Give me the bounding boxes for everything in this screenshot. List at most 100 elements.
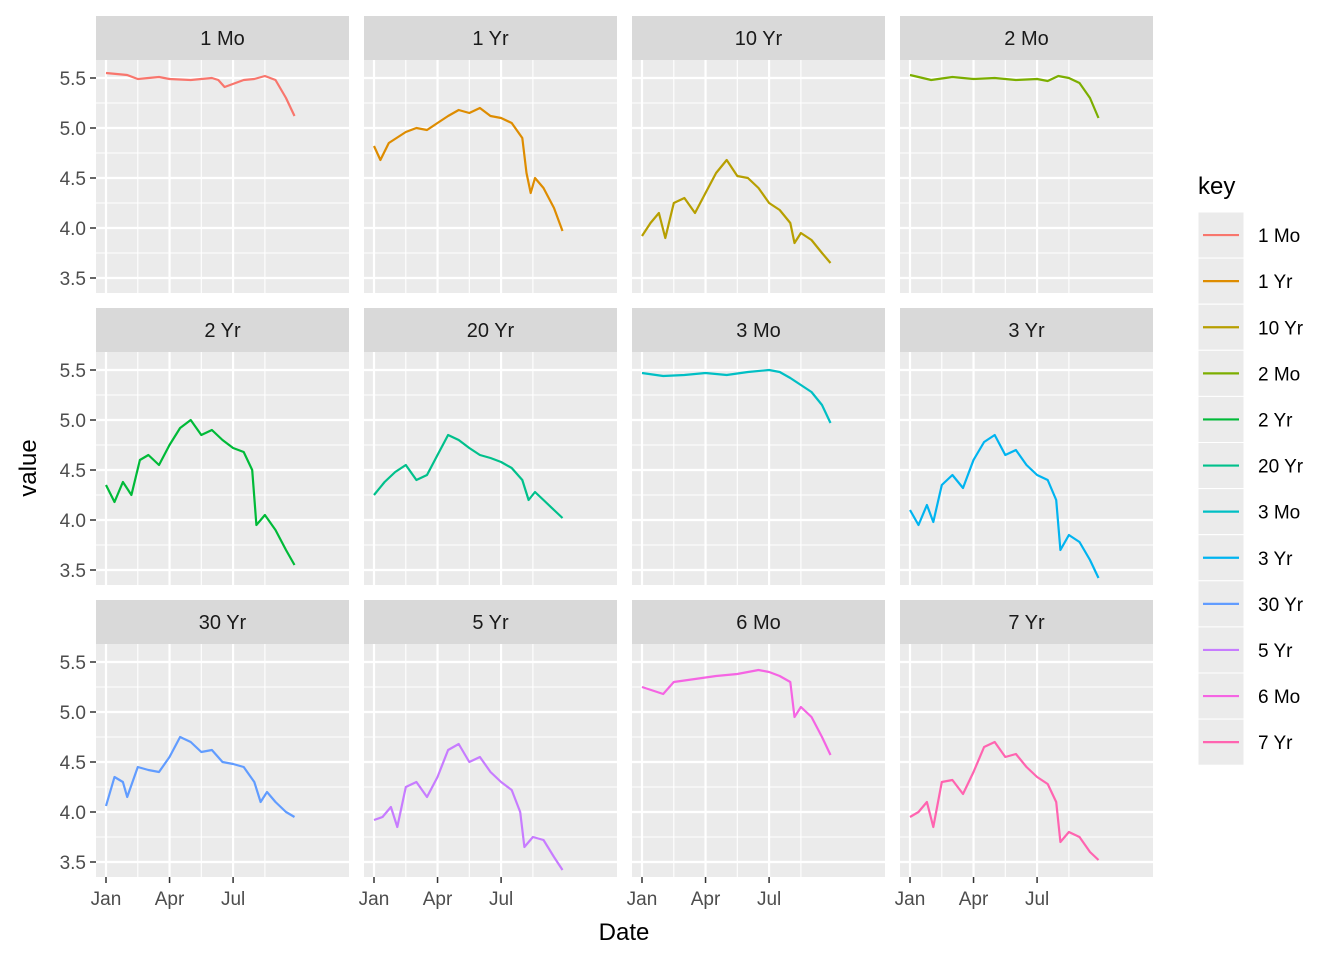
y-tick-label: 4.5 — [60, 753, 86, 774]
facet-plot-area — [96, 644, 349, 877]
x-tick-label: Apr — [959, 889, 989, 910]
facet-strip — [96, 600, 349, 644]
y-tick-label: 5.0 — [60, 703, 86, 724]
facet-strip-label: 30 Yr — [199, 612, 247, 634]
facet-plot-area — [900, 60, 1153, 293]
series-line — [372, 106, 564, 232]
legend-label: 2 Yr — [1258, 410, 1293, 431]
x-tick-label: Jul — [757, 889, 781, 910]
legend-label: 1 Yr — [1258, 272, 1293, 293]
facet-plot-area — [632, 352, 885, 585]
facet-plot-area — [632, 60, 885, 293]
facet-strip — [632, 16, 885, 60]
legend-title: key — [1198, 173, 1235, 200]
y-axis-labels: 3.5 4.0 4.5 5.0 5.5 3.5 4.0 4.5 5.0 5.5 3.5 4.0 4.5 5… — [60, 69, 96, 874]
y-tick-label: 3.5 — [60, 269, 86, 290]
panel-background — [364, 60, 617, 293]
facet-plot-area — [96, 60, 349, 293]
facet-strip-label: 1 Mo — [200, 28, 244, 50]
facet-strip-label: 1 Yr — [472, 28, 509, 50]
series-line — [104, 735, 296, 818]
facet-panel: 30 Yr — [96, 600, 349, 877]
facet-plot-area — [632, 644, 885, 877]
panel-background — [632, 352, 885, 585]
x-axis-title: Date — [599, 919, 650, 946]
legend-label: 6 Mo — [1258, 687, 1300, 708]
facet-panel: 2 Mo — [900, 16, 1153, 293]
legend-label: 3 Mo — [1258, 503, 1300, 524]
facet-strip-label: 5 Yr — [472, 612, 509, 634]
facet-plot-area — [364, 352, 617, 585]
facet-strip-label: 6 Mo — [736, 612, 780, 634]
legend-label: 5 Yr — [1258, 641, 1293, 662]
facet-strip — [632, 600, 885, 644]
x-tick-label: Apr — [155, 889, 185, 910]
panel-background — [96, 60, 349, 293]
y-tick-label: 3.5 — [60, 853, 86, 874]
x-tick-label: Jan — [627, 889, 658, 910]
facet-strip — [96, 16, 349, 60]
x-tick-label: Apr — [423, 889, 453, 910]
x-tick-label: Jan — [91, 889, 122, 910]
x-tick-label: Apr — [691, 889, 721, 910]
x-tick-label: Jul — [221, 889, 245, 910]
series-line — [909, 433, 1100, 579]
series-line — [373, 742, 564, 871]
facet-strip-label: 20 Yr — [467, 320, 515, 342]
facet-strip — [364, 600, 617, 644]
y-tick-label: 5.5 — [60, 653, 86, 674]
facet-strip — [900, 308, 1153, 352]
series-line — [641, 158, 832, 264]
panel-background — [364, 644, 617, 877]
panel-background — [900, 352, 1153, 585]
x-tick-label: Jul — [1025, 889, 1049, 910]
series-line — [105, 71, 296, 117]
facet-panel: 20 Yr — [364, 308, 617, 585]
facet-strip — [900, 16, 1153, 60]
y-tick-label: 5.5 — [60, 361, 86, 382]
y-tick-label: 5.5 — [60, 69, 86, 90]
legend-label: 7 Yr — [1258, 733, 1293, 754]
panel-background — [632, 60, 885, 293]
facet-panel: 3 Yr — [900, 308, 1153, 585]
facet-plot-area — [96, 352, 349, 585]
facet-strip-label: 10 Yr — [735, 28, 783, 50]
y-tick-label: 5.0 — [60, 119, 86, 140]
legend-label: 2 Mo — [1258, 364, 1300, 385]
y-tick-label: 4.5 — [60, 461, 86, 482]
facet-strip — [364, 16, 617, 60]
facet-strip-label: 2 Mo — [1004, 28, 1048, 50]
facet-plot-area — [900, 352, 1153, 585]
facet-strip — [900, 600, 1153, 644]
series-line — [641, 368, 832, 424]
facet-strip-label: 2 Yr — [204, 320, 241, 342]
facet-panel: 1 Yr — [364, 16, 617, 293]
series-line — [909, 73, 1100, 119]
y-tick-label: 3.5 — [60, 561, 86, 582]
y-tick-label: 4.0 — [60, 511, 86, 532]
facet-panels: 1 Mo 1 Yr 10 Yr 2 Mo 2 Yr 20 Yr 3 Mo 3 Yr 30 Yr 5… — [96, 16, 1153, 877]
facet-strip — [632, 308, 885, 352]
legend-label: 1 Mo — [1258, 226, 1300, 247]
x-tick-label: Jan — [895, 889, 926, 910]
facet-strip — [364, 308, 617, 352]
facet-panel: 1 Mo — [96, 16, 349, 293]
facet-strip-label: 3 Yr — [1008, 320, 1045, 342]
series-line — [373, 433, 564, 519]
series-line — [909, 740, 1100, 861]
legend-label: 10 Yr — [1258, 318, 1304, 339]
facet-plot-area — [900, 644, 1153, 877]
facet-panel: 7 Yr — [900, 600, 1153, 877]
series-line — [641, 668, 832, 756]
x-tick-label: Jul — [489, 889, 513, 910]
panel-background — [900, 644, 1153, 877]
facet-panel: 2 Yr — [96, 308, 349, 585]
facet-panel: 6 Mo — [632, 600, 885, 877]
y-axis-title: value — [15, 439, 42, 496]
legend-label: 20 Yr — [1258, 457, 1304, 478]
panel-background — [96, 352, 349, 585]
facet-panel: 5 Yr — [364, 600, 617, 877]
facet-plot-area — [364, 644, 617, 877]
facet-panel: 10 Yr — [632, 16, 885, 293]
